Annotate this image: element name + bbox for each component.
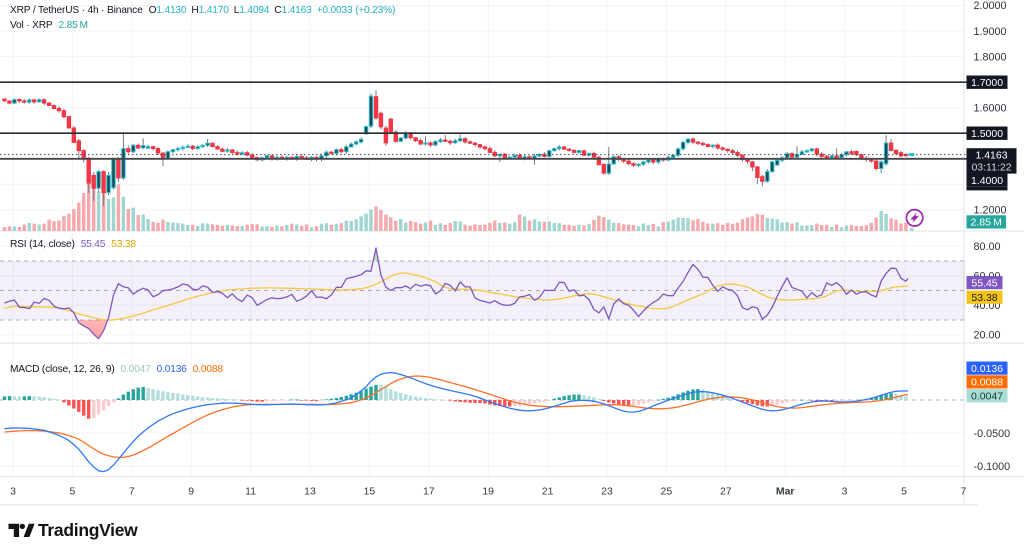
svg-text:2.0000: 2.0000 [974, 0, 1007, 12]
svg-text:55.45: 55.45 [971, 277, 997, 289]
svg-text:-0.0500: -0.0500 [974, 428, 1011, 440]
svg-text:7: 7 [960, 486, 966, 498]
svg-text:2.85 M: 2.85 M [971, 217, 1002, 229]
svg-text:1.9000: 1.9000 [974, 26, 1007, 38]
svg-text:TradingView: TradingView [38, 520, 138, 540]
svg-text:0.0088: 0.0088 [971, 377, 1003, 389]
svg-text:21: 21 [542, 486, 554, 498]
svg-text:13: 13 [304, 486, 316, 498]
svg-text:1.5000: 1.5000 [971, 128, 1003, 140]
svg-text:5: 5 [69, 486, 75, 498]
svg-text:1.4163: 1.4163 [975, 150, 1007, 162]
svg-text:03:11:22: 03:11:22 [971, 162, 1011, 174]
svg-text:20.00: 20.00 [974, 329, 1001, 341]
svg-text:7: 7 [129, 486, 135, 498]
svg-text:19: 19 [482, 486, 494, 498]
svg-text:80.00: 80.00 [974, 241, 1001, 253]
svg-text:27: 27 [720, 486, 732, 498]
svg-text:Mar: Mar [776, 486, 795, 498]
svg-text:3: 3 [10, 486, 16, 498]
svg-text:1.8000: 1.8000 [974, 51, 1007, 63]
svg-text:1.2000: 1.2000 [974, 205, 1007, 217]
svg-text:0.0047: 0.0047 [971, 390, 1003, 402]
svg-text:1.7000: 1.7000 [971, 77, 1003, 89]
svg-text:5: 5 [901, 486, 907, 498]
svg-text:1.6000: 1.6000 [974, 102, 1007, 114]
svg-text:9: 9 [188, 486, 194, 498]
svg-text:3: 3 [842, 486, 848, 498]
svg-text:0.0136: 0.0136 [971, 363, 1003, 375]
svg-text:15: 15 [364, 486, 376, 498]
svg-text:17: 17 [423, 486, 435, 498]
svg-text:-0.1000: -0.1000 [974, 461, 1011, 473]
svg-text:11: 11 [245, 486, 256, 498]
svg-text:1.4000: 1.4000 [971, 175, 1003, 187]
svg-text:25: 25 [661, 486, 673, 498]
svg-text:23: 23 [601, 486, 613, 498]
svg-text:53.38: 53.38 [971, 292, 997, 304]
